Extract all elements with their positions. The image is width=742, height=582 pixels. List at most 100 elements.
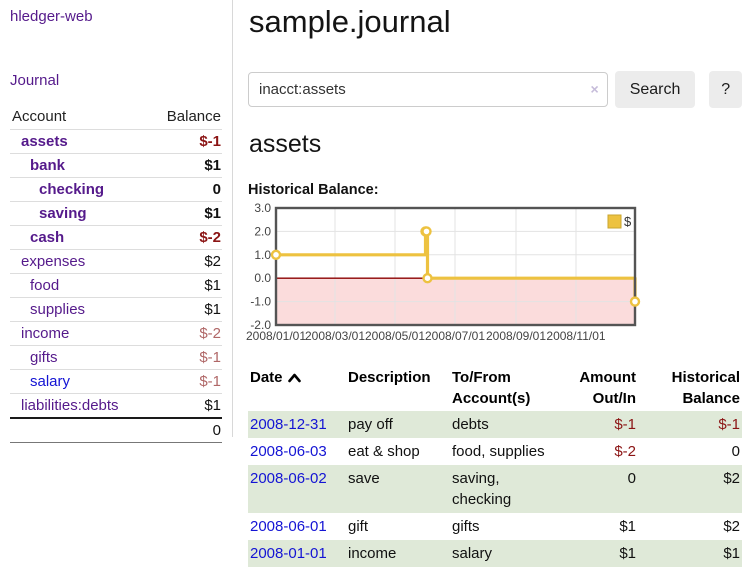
legend-swatch <box>607 214 622 229</box>
account-link[interactable]: supplies <box>30 300 86 318</box>
account-link[interactable]: bank <box>30 156 66 174</box>
register-balance: $2 <box>638 465 742 513</box>
svg-text:-2.0: -2.0 <box>250 318 271 332</box>
register-balance: $1 <box>638 540 742 567</box>
register-description: pay off <box>346 411 450 438</box>
register-date-link[interactable]: 2008-06-03 <box>250 443 327 460</box>
account-balance: $1 <box>148 201 222 226</box>
register-amount: $-1 <box>550 411 638 438</box>
account-balance: $1 <box>148 393 222 418</box>
register-amount: 0 <box>550 465 638 513</box>
register-header-to-from-account-s-: To/From Account(s) <box>450 365 550 411</box>
account-row: bank $1 <box>10 153 222 178</box>
account-row: income $-2 <box>10 321 222 346</box>
register-header-label: Date <box>250 369 283 386</box>
account-balance: 0 <box>148 177 222 202</box>
search-input[interactable] <box>248 72 608 107</box>
account-link[interactable]: food <box>30 276 60 294</box>
register-header-label: To/From Account(s) <box>452 369 531 407</box>
balance-chart: $3.0 2.0 1.0 0.0 -1.0 -2.0 2008/01/01 2008/03/0… <box>246 201 662 346</box>
accounts-total-value: 0 <box>148 417 222 443</box>
svg-text:2008/07/01: 2008/07/01 <box>425 329 485 343</box>
account-balance: $-1 <box>148 129 222 154</box>
account-link[interactable]: checking <box>39 180 105 198</box>
svg-text:-1.0: -1.0 <box>250 295 271 309</box>
register-row: 2008-12-31 pay off debts $-1 $-1 <box>248 411 742 438</box>
register-amount: $1 <box>550 540 638 567</box>
register-date-link[interactable]: 2008-12-31 <box>250 416 327 433</box>
account-link[interactable]: gifts <box>30 348 58 366</box>
register-header-label: Amount Out/In <box>579 369 636 407</box>
register-table: Date Description To/From Account(s) Amount … <box>248 365 742 567</box>
account-link[interactable]: cash <box>30 228 65 246</box>
account-row: assets $-1 <box>10 129 222 154</box>
account-balance: $-2 <box>148 321 222 346</box>
register-description: save <box>346 465 450 513</box>
account-row: saving $1 <box>10 201 222 226</box>
account-row: food $1 <box>10 273 222 298</box>
svg-text:2008/11/01: 2008/11/01 <box>546 329 605 343</box>
account-link[interactable]: income <box>21 324 70 342</box>
register-header-date[interactable]: Date <box>248 365 346 411</box>
balance-chart-svg: $3.0 2.0 1.0 0.0 -1.0 -2.02008/01/012008/03/0… <box>246 201 641 343</box>
main-content: sample.journal × Search ? assets Histori… <box>246 0 742 567</box>
svg-text:2008/05/01: 2008/05/01 <box>365 329 425 343</box>
register-accounts: gifts <box>452 518 480 535</box>
svg-text:1.0: 1.0 <box>254 248 271 262</box>
sidebar: hledger-web Journal Account Balance asse… <box>0 0 233 443</box>
register-accounts: saving, checking <box>450 465 550 513</box>
sidebar-item-journal[interactable]: Journal <box>10 72 60 89</box>
register-header-label: Description <box>348 369 431 386</box>
register-amount: $-2 <box>614 443 636 460</box>
register-balance: $-1 <box>638 411 742 438</box>
account-link[interactable]: assets <box>21 132 68 150</box>
svg-text:2.0: 2.0 <box>254 224 271 238</box>
legend-label: $ <box>624 214 632 229</box>
account-link[interactable]: liabilities:debts <box>21 396 119 414</box>
page-title: sample.journal <box>249 4 451 39</box>
account-row: liabilities:debts $1 <box>10 393 222 418</box>
svg-text:3.0: 3.0 <box>254 201 271 215</box>
register-description: income <box>346 540 450 567</box>
account-link[interactable]: expenses <box>21 252 86 270</box>
register-table-body: 2008-12-31 pay off debts $-1 $-1 2008-06-03 ea… <box>248 411 742 567</box>
register-row: 2008-01-01 income salary $1 $1 <box>248 540 742 567</box>
account-link[interactable]: saving <box>39 204 87 222</box>
register-header-row: Date Description To/From Account(s) Amount … <box>248 365 742 411</box>
register-header-description: Description <box>346 365 450 411</box>
account-balance: $-1 <box>148 345 222 370</box>
register-date-link[interactable]: 2008-01-01 <box>250 545 327 562</box>
account-balance: $1 <box>148 153 222 178</box>
sort-asc-icon <box>287 373 301 383</box>
register-row: 2008-06-03 eat & shop food, supplies $-2 0 <box>248 438 742 465</box>
app-title-link[interactable]: hledger-web <box>10 8 93 25</box>
accounts-header-account: Account <box>12 108 67 125</box>
register-amount: $1 <box>619 518 636 535</box>
accounts-header-balance: Balance <box>166 108 221 125</box>
account-balance: $1 <box>148 273 222 298</box>
register-accounts: food, supplies <box>452 443 545 460</box>
register-header-amount-out-in: Amount Out/In <box>550 365 638 411</box>
register-row: 2008-06-01 gift gifts $1 $2 <box>248 513 742 540</box>
account-balance: $2 <box>148 249 222 274</box>
register-description: eat & shop <box>348 443 420 460</box>
search-button[interactable]: Search <box>614 71 696 108</box>
account-row: supplies $1 <box>10 297 222 322</box>
svg-text:2008/09/01: 2008/09/01 <box>486 329 546 343</box>
account-balance: $1 <box>148 297 222 322</box>
account-row: salary $-1 <box>10 369 222 394</box>
register-header-historical-balance: Historical Balance <box>638 365 742 411</box>
register-date-link[interactable]: 2008-06-01 <box>250 518 327 535</box>
account-link[interactable]: salary <box>30 372 71 390</box>
register-balance: 0 <box>731 443 740 460</box>
register-header-label: Historical Balance <box>671 369 740 407</box>
help-button[interactable]: ? <box>709 71 742 108</box>
svg-text:2008/03/01: 2008/03/01 <box>305 329 365 343</box>
clear-search-icon[interactable]: × <box>590 81 599 97</box>
chart-title: Historical Balance: <box>248 182 379 198</box>
register-description: gift <box>348 518 369 535</box>
register-date-link[interactable]: 2008-06-02 <box>250 470 327 487</box>
svg-text:2008/01/01: 2008/01/01 <box>246 329 306 343</box>
accounts-total-spacer <box>10 417 149 443</box>
account-balance: $-2 <box>148 225 222 250</box>
